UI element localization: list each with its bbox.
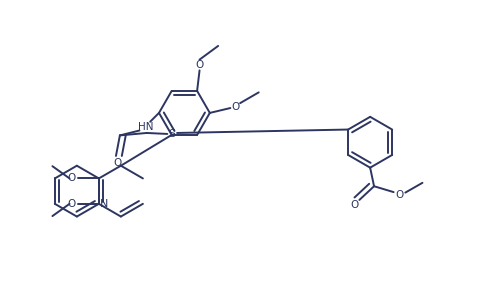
Text: O: O [68,199,76,209]
Text: HN: HN [137,121,153,132]
Text: O: O [231,102,239,112]
Text: O: O [195,61,204,70]
Text: O: O [68,174,76,183]
Text: S: S [168,129,176,139]
Text: O: O [114,158,122,168]
Text: N: N [100,199,109,209]
Text: O: O [351,200,358,210]
Text: O: O [395,189,404,200]
